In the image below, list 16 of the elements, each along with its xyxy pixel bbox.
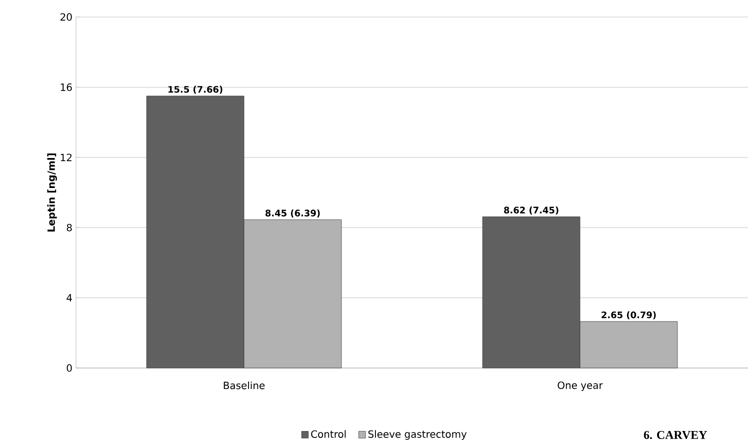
y-tick-label: 4 xyxy=(66,294,72,302)
y-axis-title: Leptin [ng/ml] xyxy=(47,153,57,232)
x-tick-label: Baseline xyxy=(224,381,265,390)
y-tick-label: 12 xyxy=(60,154,72,162)
y-tick-label: 16 xyxy=(60,83,72,91)
legend-label: Sleeve gastrectomy xyxy=(368,430,467,440)
y-tick-label: 0 xyxy=(66,364,72,372)
data-label: 8.45 (6.39) xyxy=(265,210,320,218)
legend-label: Control xyxy=(311,430,346,438)
text: 6. CARVEY xyxy=(644,430,707,440)
y-tick-label: 20 xyxy=(60,13,72,21)
x-tick-label: One year xyxy=(558,381,603,391)
data-label: 15.5 (7.66) xyxy=(168,86,222,94)
y-tick-label: 8 xyxy=(66,224,72,232)
data-label: 8.62 (7.45) xyxy=(504,206,558,215)
data-label: 2.65 (0.79) xyxy=(602,311,656,320)
